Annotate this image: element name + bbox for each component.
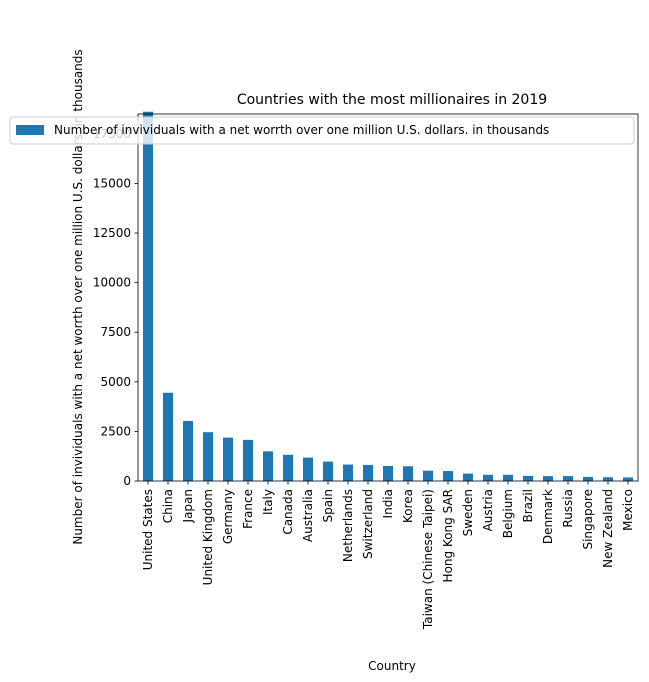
x-tick-label: Italy	[261, 489, 275, 515]
y-tick-label: 7500	[100, 325, 131, 339]
bar	[183, 420, 193, 481]
bar	[203, 432, 213, 481]
x-tick-label: United Kingdom	[201, 489, 215, 585]
x-tick-label: New Zealand	[601, 489, 615, 568]
bar	[523, 475, 533, 481]
bars-group	[143, 111, 633, 482]
bar	[603, 477, 613, 481]
x-tick-label: Australia	[301, 489, 315, 542]
bar	[283, 454, 293, 481]
bar	[463, 473, 473, 481]
x-tick-label: Germany	[221, 489, 235, 544]
bar	[483, 474, 493, 481]
bar	[163, 392, 173, 481]
chart-title: Countries with the most millionaires in …	[237, 92, 547, 108]
bar	[623, 477, 633, 481]
bar	[383, 465, 393, 481]
bar	[263, 451, 273, 481]
y-tick-label: 0	[123, 474, 131, 488]
legend: Number of invividuals with a net worrth …	[9, 116, 635, 145]
y-axis-label: Number of invividuals with a net worrth …	[71, 49, 85, 544]
x-tick-label: Denmark	[541, 489, 555, 544]
x-tick-label: Brazil	[521, 489, 535, 523]
x-tick-label: France	[241, 489, 255, 529]
x-tick-label: India	[381, 489, 395, 518]
x-tick-label: Belgium	[501, 489, 515, 538]
bar	[303, 457, 313, 481]
x-axis: United States China Japan United Kingdom Ger…	[141, 481, 635, 630]
y-tick-label: 5000	[100, 375, 131, 389]
x-tick-label: Switzerland	[361, 489, 375, 559]
x-tick-label: Austria	[481, 489, 495, 531]
bar	[143, 111, 153, 482]
bar	[443, 471, 453, 481]
bar	[583, 476, 593, 481]
x-tick-label: Singapore	[581, 489, 595, 550]
bar	[223, 437, 233, 481]
x-tick-label: Sweden	[461, 489, 475, 536]
x-tick-label: Russia	[561, 489, 575, 528]
x-tick-label: China	[161, 489, 175, 523]
bar	[503, 474, 513, 481]
x-tick-label: Spain	[321, 489, 335, 523]
y-tick-label: 10000	[93, 276, 131, 290]
y-tick-label: 2500	[100, 424, 131, 438]
x-tick-label: Mexico	[621, 489, 635, 531]
y-tick-label: 12500	[93, 226, 131, 240]
bar	[243, 439, 253, 481]
x-tick-label: Korea	[401, 489, 415, 523]
x-tick-label: Hong Kong SAR	[441, 489, 455, 582]
bar	[343, 464, 353, 481]
bar	[563, 476, 573, 481]
x-tick-label: Japan	[181, 489, 195, 523]
x-tick-label: United States	[141, 489, 155, 570]
y-axis: 025005000750010000125001500017500	[93, 127, 138, 488]
bar	[423, 470, 433, 481]
bar	[403, 466, 413, 481]
legend-swatch	[16, 125, 44, 135]
legend-label: Number of invividuals with a net worrth …	[54, 123, 549, 137]
bar	[543, 476, 553, 481]
y-tick-label: 15000	[93, 176, 131, 190]
x-axis-label: Country	[368, 659, 416, 673]
bar	[363, 464, 373, 481]
x-tick-label: Taiwan (Chinese Taipei)	[421, 489, 435, 630]
bar	[323, 461, 333, 481]
legend-box	[9, 116, 635, 145]
x-tick-label: Netherlands	[341, 489, 355, 562]
plot-frame	[137, 113, 639, 482]
x-tick-label: Canada	[281, 489, 295, 535]
